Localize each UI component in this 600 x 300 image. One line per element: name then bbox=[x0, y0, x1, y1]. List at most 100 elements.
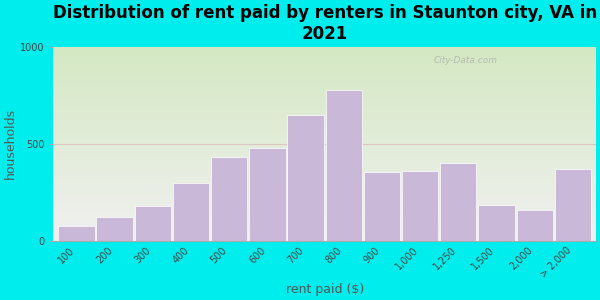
Title: Distribution of rent paid by renters in Staunton city, VA in
2021: Distribution of rent paid by renters in … bbox=[53, 4, 597, 43]
Bar bbox=[53, 238, 596, 240]
Bar bbox=[53, 90, 596, 91]
Bar bbox=[53, 197, 596, 198]
Bar bbox=[53, 142, 596, 143]
Bar bbox=[53, 80, 596, 81]
Bar bbox=[53, 191, 596, 192]
Bar bbox=[53, 72, 596, 74]
Bar bbox=[53, 91, 596, 92]
Bar bbox=[53, 106, 596, 107]
X-axis label: rent paid ($): rent paid ($) bbox=[286, 283, 364, 296]
Bar bbox=[53, 120, 596, 121]
Bar bbox=[53, 174, 596, 175]
Bar bbox=[53, 208, 596, 209]
Bar bbox=[53, 56, 596, 57]
Bar bbox=[211, 158, 247, 241]
Bar bbox=[53, 193, 596, 194]
Bar bbox=[53, 152, 596, 153]
Bar bbox=[53, 148, 596, 149]
Bar bbox=[53, 177, 596, 178]
Bar bbox=[53, 136, 596, 137]
Bar bbox=[364, 172, 400, 241]
Bar bbox=[53, 101, 596, 102]
Bar bbox=[53, 143, 596, 144]
Bar bbox=[53, 144, 596, 145]
Bar bbox=[53, 159, 596, 160]
Bar bbox=[53, 218, 596, 219]
Bar bbox=[53, 228, 596, 229]
Bar bbox=[53, 128, 596, 129]
Bar bbox=[53, 89, 596, 90]
Bar bbox=[53, 74, 596, 75]
Bar bbox=[53, 55, 596, 56]
Bar bbox=[53, 77, 596, 78]
Bar bbox=[53, 210, 596, 211]
Bar bbox=[53, 185, 596, 186]
Bar bbox=[53, 183, 596, 184]
Bar bbox=[53, 87, 596, 88]
Bar bbox=[53, 226, 596, 227]
Bar bbox=[53, 71, 596, 72]
Bar bbox=[53, 196, 596, 197]
Bar bbox=[53, 76, 596, 77]
Bar bbox=[53, 221, 596, 222]
Bar bbox=[53, 103, 596, 104]
Bar bbox=[53, 54, 596, 55]
Bar bbox=[53, 234, 596, 235]
Bar bbox=[53, 117, 596, 118]
Bar bbox=[53, 116, 596, 117]
Bar bbox=[53, 167, 596, 168]
Bar bbox=[53, 231, 596, 232]
Bar bbox=[53, 140, 596, 141]
Bar bbox=[53, 190, 596, 191]
Bar bbox=[53, 124, 596, 126]
Bar bbox=[53, 83, 596, 84]
Bar bbox=[53, 137, 596, 138]
Bar bbox=[53, 169, 596, 170]
Bar bbox=[53, 131, 596, 132]
Bar bbox=[53, 184, 596, 185]
Bar bbox=[53, 150, 596, 151]
Bar bbox=[53, 172, 596, 173]
Bar bbox=[53, 170, 596, 171]
Text: City-Data.com: City-Data.com bbox=[433, 56, 497, 65]
Bar bbox=[555, 169, 591, 241]
Bar bbox=[53, 70, 596, 71]
Bar bbox=[53, 100, 596, 101]
Bar bbox=[53, 214, 596, 215]
Bar bbox=[53, 166, 596, 167]
Bar bbox=[53, 64, 596, 65]
Bar bbox=[287, 115, 323, 241]
Bar bbox=[53, 238, 596, 239]
Bar bbox=[53, 147, 596, 148]
Bar bbox=[53, 201, 596, 202]
Y-axis label: households: households bbox=[4, 108, 17, 179]
Bar bbox=[53, 135, 596, 136]
Bar bbox=[53, 93, 596, 94]
Bar bbox=[53, 149, 596, 150]
Bar bbox=[53, 123, 596, 124]
Bar bbox=[53, 66, 596, 67]
Bar bbox=[53, 105, 596, 106]
Bar bbox=[53, 163, 596, 164]
Bar bbox=[53, 229, 596, 230]
Bar bbox=[53, 139, 596, 140]
Bar bbox=[249, 148, 286, 241]
Bar bbox=[53, 109, 596, 110]
Bar bbox=[53, 52, 596, 53]
Bar bbox=[53, 129, 596, 130]
Bar bbox=[53, 235, 596, 236]
Bar bbox=[53, 165, 596, 166]
Bar bbox=[53, 97, 596, 98]
Bar bbox=[53, 50, 596, 51]
Bar bbox=[53, 127, 596, 128]
Bar bbox=[53, 132, 596, 133]
Bar bbox=[53, 199, 596, 200]
Bar bbox=[53, 126, 596, 127]
Bar bbox=[53, 233, 596, 234]
Bar bbox=[53, 68, 596, 69]
Bar bbox=[53, 48, 596, 49]
Bar bbox=[326, 90, 362, 241]
Bar bbox=[53, 171, 596, 172]
Bar bbox=[53, 175, 596, 176]
Bar bbox=[53, 113, 596, 114]
